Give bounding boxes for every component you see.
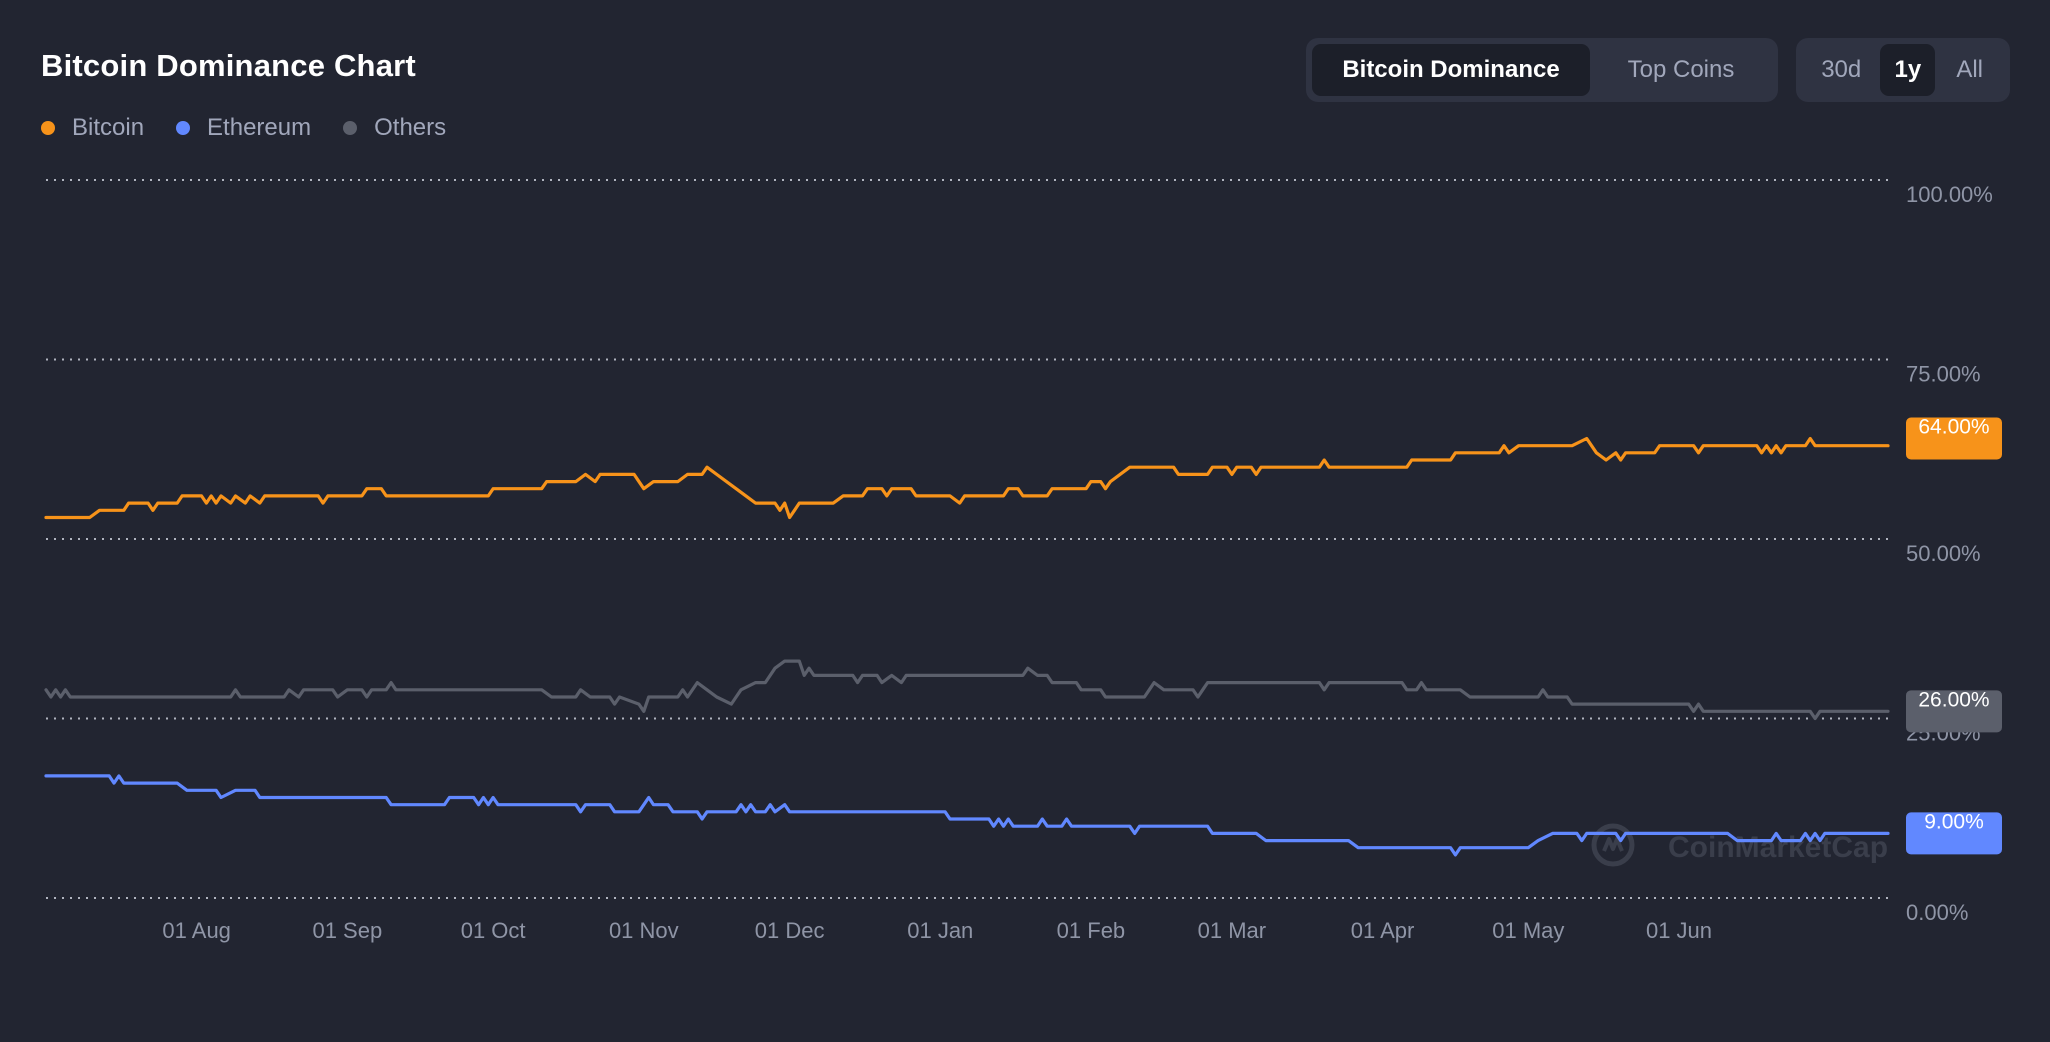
legend-dot-others	[343, 121, 358, 135]
x-tick-label: 01 Nov	[609, 918, 679, 943]
chart-legend: Bitcoin Ethereum Others	[41, 114, 478, 142]
y-tick-label: 75.00%	[1906, 362, 1981, 387]
legend-label-bitcoin: Bitcoin	[72, 114, 145, 141]
view-toggle: Bitcoin Dominance Top Coins	[1306, 38, 1778, 102]
last-value-badge-bitcoin	[1906, 417, 2002, 460]
coinmarketcap-watermark: CoinMarketCap	[1591, 823, 1888, 867]
legend-item-bitcoin[interactable]: Bitcoin	[41, 114, 144, 142]
x-tick-label: 01 Jan	[907, 918, 973, 943]
last-value-label-others: 26.00%	[1918, 688, 1989, 711]
legend-item-others[interactable]: Others	[343, 114, 446, 142]
coinmarketcap-logo-icon	[1591, 823, 1635, 867]
legend-dot-bitcoin	[41, 121, 55, 135]
last-value-badge-ethereum	[1906, 812, 2002, 855]
y-tick-label: 50.00%	[1906, 541, 1981, 566]
last-value-label-bitcoin: 64.00%	[1918, 415, 1989, 438]
last-value-badge-others	[1906, 690, 2002, 733]
range-30d-button[interactable]: 30d	[1821, 56, 1862, 83]
bitcoin-dominance-tab[interactable]: Bitcoin Dominance	[1312, 44, 1590, 96]
time-range-toggle: 30d 1y All	[1796, 38, 2010, 102]
x-tick-label: 01 May	[1492, 918, 1564, 943]
x-tick-label: 01 Mar	[1198, 918, 1266, 943]
range-1y-button[interactable]: 1y	[1880, 44, 1936, 96]
chart-title: Bitcoin Dominance Chart	[41, 48, 416, 83]
x-tick-label: 01 Sep	[312, 918, 382, 943]
series-line-ethereum[interactable]	[44, 774, 1890, 857]
series-line-bitcoin[interactable]	[44, 436, 1890, 520]
x-tick-label: 01 Feb	[1057, 918, 1126, 943]
legend-dot-ethereum	[176, 121, 191, 135]
legend-label-others: Others	[374, 114, 447, 141]
top-coins-tab[interactable]: Top Coins	[1627, 56, 1735, 83]
x-tick-label: 01 Jun	[1646, 918, 1712, 943]
y-tick-label: 100.00%	[1906, 182, 1993, 207]
x-tick-label: 01 Oct	[461, 918, 526, 943]
legend-item-ethereum[interactable]: Ethereum	[176, 114, 311, 142]
series-line-others[interactable]	[44, 659, 1890, 721]
x-tick-label: 01 Dec	[755, 918, 825, 943]
range-all-button[interactable]: All	[1956, 56, 1984, 83]
last-value-label-ethereum: 9.00%	[1924, 810, 1984, 833]
y-tick-label: 0.00%	[1906, 900, 1968, 925]
legend-label-ethereum: Ethereum	[207, 114, 312, 141]
x-tick-label: 01 Aug	[162, 918, 231, 943]
x-tick-label: 01 Apr	[1351, 918, 1415, 943]
